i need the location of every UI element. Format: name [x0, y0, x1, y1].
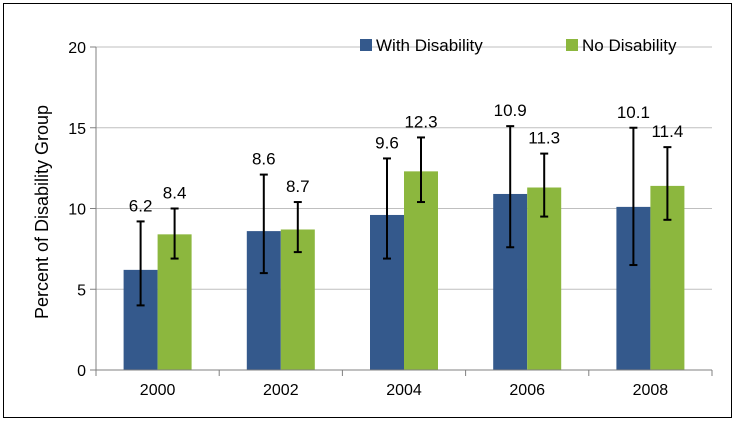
- y-tick-label: 0: [77, 363, 86, 380]
- x-tick-label: 2002: [263, 382, 299, 399]
- error-bars: [136, 125, 672, 307]
- data-label: 10.9: [494, 101, 527, 120]
- y-tick-label: 20: [68, 40, 86, 57]
- y-tick-label: 5: [77, 282, 86, 299]
- x-tick-label: 2006: [509, 382, 545, 399]
- data-labels: 6.2 8.4 8.6 8.7 9.6 12.3 10.911.3 10.111.4: [129, 101, 684, 215]
- x-tick-label: 2004: [386, 382, 422, 399]
- x-axis: 2000 2002 2004 2006 2008: [95, 47, 713, 399]
- x-tick-label: 2000: [140, 382, 176, 399]
- legend: With Disability No Disability: [360, 36, 677, 55]
- legend-swatch: [360, 39, 372, 51]
- x-tick-label: 2008: [633, 382, 669, 399]
- bars: [123, 171, 685, 370]
- data-label: 8.4: [163, 184, 187, 203]
- data-label: 6.2: [129, 196, 153, 215]
- data-label: 8.7: [286, 177, 310, 196]
- y-axis-title: Percent of Disability Group: [32, 105, 52, 319]
- legend-label: No Disability: [582, 36, 677, 55]
- data-label: 10.1: [617, 103, 650, 122]
- legend-swatch: [566, 39, 578, 51]
- bar-no-disability: [527, 187, 562, 370]
- data-label: 8.6: [252, 150, 276, 169]
- data-label: 11.4: [651, 122, 683, 141]
- bar-no-disability: [404, 171, 438, 370]
- data-label: 11.3: [528, 129, 560, 148]
- legend-label: With Disability: [376, 36, 483, 55]
- y-tick-label: 15: [68, 121, 86, 138]
- y-tick-label: 10: [68, 202, 86, 219]
- data-label: 12.3: [404, 112, 437, 131]
- y-axis-ticks: 0 5 10 15 20: [68, 40, 96, 380]
- data-label: 9.6: [375, 133, 399, 152]
